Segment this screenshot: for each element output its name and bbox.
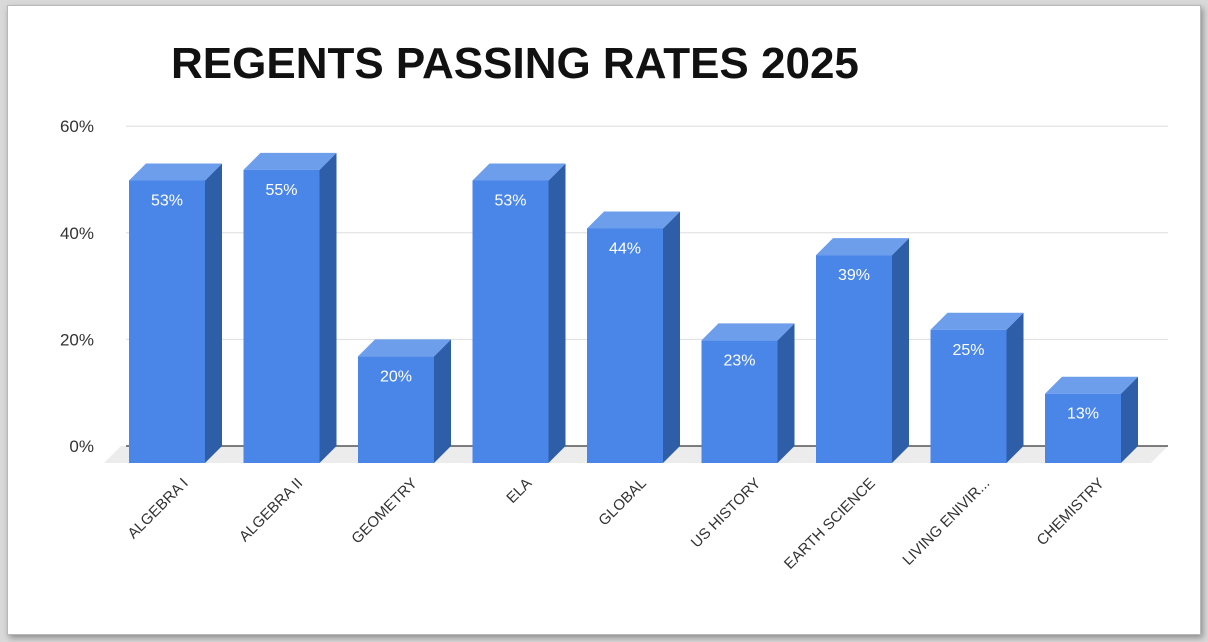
- bar-top: [587, 211, 680, 229]
- bar-front: [243, 169, 320, 463]
- bar-front: [587, 228, 663, 463]
- x-tick-label: EARTH SCIENCE: [781, 475, 879, 573]
- bar-side: [434, 339, 451, 463]
- data-label: 25%: [952, 342, 984, 359]
- bar-front: [816, 255, 892, 463]
- bar: 39%: [816, 238, 909, 463]
- data-label: 39%: [838, 267, 870, 284]
- x-tick-label: ELA: [503, 475, 535, 507]
- y-tick-label: 0%: [69, 437, 94, 456]
- bar-front: [129, 180, 205, 463]
- bar-top: [472, 163, 566, 181]
- bar-top: [816, 238, 909, 256]
- bar-front: [701, 340, 778, 463]
- chart-card: REGENTS PASSING RATES 2025 53% 55% 20% 53% 4…: [7, 5, 1201, 635]
- bar-side: [205, 163, 222, 463]
- x-tick-label: CHEMISTRY: [1034, 475, 1108, 549]
- y-tick-label: 40%: [60, 224, 94, 243]
- x-tick-label: ALGEBRA II: [236, 475, 306, 545]
- bar: 44%: [587, 211, 680, 463]
- x-tick-label: GLOBAL: [595, 475, 649, 529]
- bar-side: [1121, 376, 1138, 463]
- x-tick-label: US HISTORY: [688, 475, 764, 551]
- bar-side: [1006, 312, 1024, 463]
- bar-front: [930, 329, 1007, 463]
- bar: 25%: [930, 312, 1024, 463]
- bar-side: [777, 323, 795, 463]
- y-tick-label: 60%: [60, 117, 94, 136]
- bar: 53%: [472, 163, 566, 463]
- bar-top: [243, 152, 337, 170]
- data-label: 13%: [1067, 406, 1099, 423]
- bar-front: [472, 180, 549, 463]
- data-label: 55%: [265, 182, 297, 199]
- bar-top: [129, 163, 222, 181]
- bar-top: [358, 339, 451, 357]
- x-tick-label: ALGEBRA I: [124, 475, 191, 542]
- bar: 20%: [358, 339, 451, 463]
- bar-side: [319, 152, 337, 463]
- chart-title: REGENTS PASSING RATES 2025: [171, 39, 859, 88]
- data-label: 44%: [609, 240, 641, 257]
- data-label: 53%: [151, 193, 183, 210]
- bar: 13%: [1045, 376, 1138, 463]
- x-tick-label: LIVING ENIVIR...: [899, 475, 993, 569]
- bar-top: [701, 323, 795, 341]
- y-tick-label: 20%: [60, 330, 94, 349]
- bar-top: [1045, 376, 1138, 394]
- bar: 53%: [129, 163, 222, 463]
- bar-side: [548, 163, 566, 463]
- data-label: 53%: [494, 193, 526, 210]
- bar: 55%: [243, 152, 337, 463]
- bar: 23%: [701, 323, 795, 463]
- bar-side: [892, 238, 909, 463]
- bar-front: [358, 356, 434, 463]
- bar-front: [1045, 393, 1121, 463]
- data-label: 20%: [380, 368, 412, 385]
- bar-side: [663, 211, 680, 463]
- data-label: 23%: [723, 352, 755, 369]
- bar-chart: REGENTS PASSING RATES 2025 53% 55% 20% 53% 4…: [60, 39, 1168, 573]
- x-tick-label: GEOMETRY: [348, 475, 421, 548]
- bar-top: [930, 312, 1024, 330]
